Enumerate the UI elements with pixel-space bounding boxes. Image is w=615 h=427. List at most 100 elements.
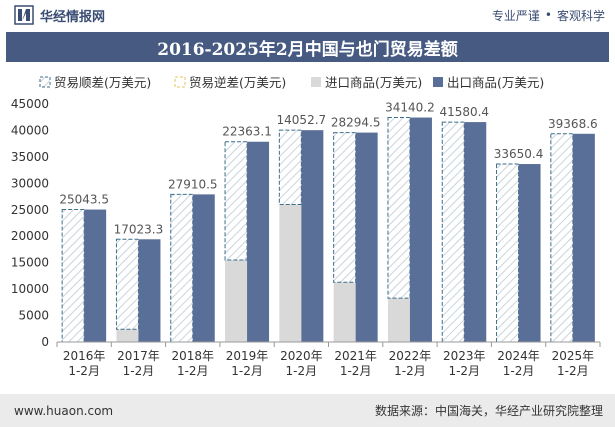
y-tick-label: 15000	[11, 256, 49, 270]
footer-source: 数据来源：中国海关，华经产业研究院整理	[374, 404, 603, 418]
x-tick-label-line: 1-2月	[177, 364, 209, 378]
import-bar	[387, 298, 410, 342]
x-tick-label-line: 2024年	[497, 349, 540, 363]
legend-swatch-4	[433, 77, 443, 87]
chart-title: 2016-2025年2月中国与也门贸易差额	[157, 39, 458, 60]
y-tick-label: 10000	[11, 282, 49, 296]
data-label: 17023.3	[114, 222, 164, 236]
data-label: 22363.1	[222, 125, 272, 139]
x-tick-label-line: 2022年	[389, 349, 432, 363]
data-label: 33650.4	[494, 147, 544, 161]
surplus-bar	[224, 141, 248, 261]
huajing-logo-icon	[14, 5, 34, 25]
x-tick-label-line: 1-2月	[557, 364, 589, 378]
y-tick-label: 25000	[11, 203, 49, 217]
import-bar	[279, 204, 302, 342]
y-tick-label: 20000	[11, 229, 49, 243]
x-tick-label: 2022年 1-2月	[389, 349, 432, 378]
y-tick-label: 40000	[11, 123, 49, 137]
export-bar	[138, 239, 161, 342]
x-tick-label-line: 2020年	[280, 349, 323, 363]
export-bar	[518, 164, 541, 342]
trade-balance-chart: 贸易顺差(万美元) 贸易逆差(万美元) 进口商品(万美元) 出口商品(万美元) 0 50…	[11, 75, 601, 378]
export-bar	[409, 117, 432, 342]
x-tick-label: 2021年 1-2月	[334, 349, 377, 378]
data-label: 41580.4	[439, 105, 489, 119]
chart-legend: 贸易顺差(万美元) 贸易逆差(万美元) 进口商品(万美元) 出口商品(万美元)	[39, 75, 544, 90]
x-tick-label-line: 1-2月	[286, 364, 318, 378]
data-label: 25043.5	[59, 193, 109, 207]
x-tick-label-line: 2017年	[117, 349, 160, 363]
y-axis: 0 5000 10000 15000 20000 25000 30000 35000 40000…	[11, 97, 49, 349]
surplus-bar	[61, 209, 85, 343]
data-label: 27910.5	[168, 177, 218, 191]
slogan: 专业严谨 • 客观科学	[492, 7, 615, 24]
y-tick-label: 30000	[11, 176, 49, 190]
x-tick-label-line: 1-2月	[123, 364, 155, 378]
legend-label-4: 出口商品(万美元)	[447, 75, 544, 90]
import-bar	[225, 260, 248, 342]
surplus-bar	[441, 121, 465, 343]
slogan-tag-1: 专业严谨	[491, 8, 540, 23]
x-tick-label-line: 2018年	[171, 349, 214, 363]
surplus-bar	[333, 132, 357, 283]
legend-swatch-3	[311, 77, 321, 87]
x-tick-label-line: 1-2月	[448, 364, 480, 378]
import-bar	[116, 329, 139, 342]
export-bar	[572, 133, 595, 342]
x-tick-label: 2020年 1-2月	[280, 349, 323, 378]
x-tick-label: 2019年 1-2月	[226, 349, 269, 378]
data-label: 34140.2	[385, 101, 435, 115]
export-bar	[464, 122, 487, 343]
footer-url[interactable]: www.huaon.com	[14, 403, 114, 418]
data-label: 28294.5	[331, 116, 381, 130]
x-tick-label-line: 2016年	[63, 349, 106, 363]
surplus-bar	[170, 193, 194, 343]
y-tick-label: 35000	[11, 150, 49, 164]
legend-swatch-2	[174, 76, 186, 88]
brand-name: 华经情报网	[40, 9, 106, 25]
x-tick-label: 2018年 1-2月	[171, 349, 214, 378]
legend-label-1: 贸易顺差(万美元)	[54, 75, 151, 90]
top-bar: 华经情报网 专业严谨 • 客观科学	[0, 0, 615, 30]
data-labels: 25043.5 17023.3 27910.5 22363.1 14052.7 28294…	[59, 101, 597, 237]
export-bar	[84, 209, 107, 342]
data-label: 39368.6	[548, 117, 598, 131]
bar-series	[61, 117, 595, 343]
legend-swatch-1	[39, 76, 51, 88]
import-bar	[333, 282, 356, 342]
x-tick-label: 2023年 1-2月	[443, 349, 486, 378]
slogan-separator: •	[544, 8, 552, 22]
x-tick-label: 2017年 1-2月	[117, 349, 160, 378]
x-tick-label-line: 1-2月	[503, 364, 535, 378]
y-tick-label: 5000	[18, 309, 49, 323]
x-tick-label: 2025年 1-2月	[552, 349, 595, 378]
surplus-bar	[387, 117, 411, 299]
y-tick-label: 45000	[11, 97, 49, 111]
export-bar	[355, 132, 378, 342]
x-tick-label-line: 1-2月	[394, 364, 426, 378]
legend-label-2: 贸易逆差(万美元)	[189, 75, 286, 90]
x-tick-label-line: 2025年	[552, 349, 595, 363]
x-tick-label-line: 2023年	[443, 349, 486, 363]
slogan-tag-2: 客观科学	[556, 8, 605, 23]
export-bar	[192, 194, 215, 342]
x-tick-label: 2024年 1-2月	[497, 349, 540, 378]
data-label: 14052.7	[277, 113, 327, 127]
x-tick-label-line: 1-2月	[231, 364, 263, 378]
surplus-bar	[278, 129, 302, 205]
export-bar	[301, 130, 324, 342]
brand[interactable]: 华经情报网	[0, 5, 105, 25]
x-tick-label-line: 1-2月	[68, 364, 100, 378]
x-tick-label: 2016年 1-2月	[63, 349, 106, 378]
x-tick-label-line: 2021年	[334, 349, 377, 363]
legend-label-3: 进口商品(万美元)	[325, 75, 422, 90]
surplus-bar	[550, 133, 574, 343]
x-tick-label-line: 2019年	[226, 349, 269, 363]
y-tick-label: 0	[41, 335, 49, 349]
chart-title-bar: 2016-2025年2月中国与也门贸易差额	[6, 32, 609, 62]
x-tick-label-line: 1-2月	[340, 364, 372, 378]
export-bar	[247, 141, 270, 342]
surplus-bar	[115, 238, 139, 330]
